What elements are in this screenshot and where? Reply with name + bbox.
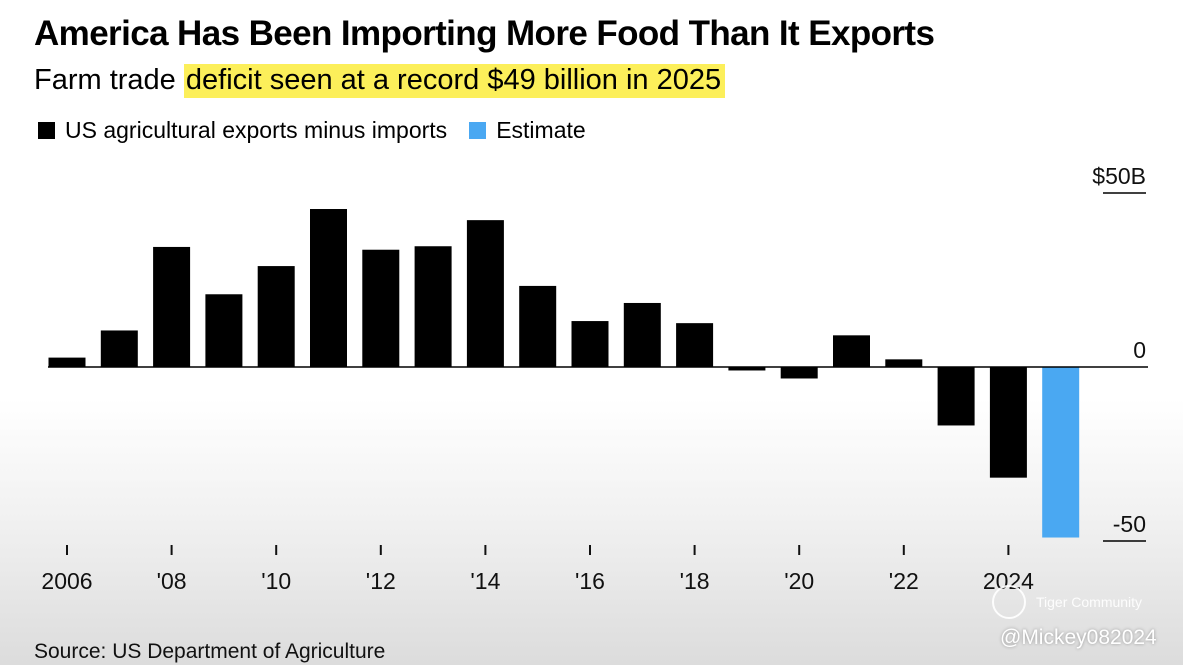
community-watermark: Tiger Community — [992, 585, 1142, 619]
bar-2025 — [1042, 367, 1080, 538]
tiger-logo-icon — [992, 585, 1026, 619]
x-tick-label-2014: '14 — [470, 568, 500, 594]
legend-label-estimate: Estimate — [496, 117, 586, 143]
bar-2007 — [100, 330, 138, 367]
bar-2015 — [519, 285, 557, 367]
x-tick-label-2018: '18 — [680, 568, 710, 594]
bar-2012 — [362, 249, 400, 367]
y-tick-label--50: -50 — [1113, 511, 1146, 537]
legend-item-estimate: Estimate — [469, 117, 586, 144]
bar-2023 — [937, 367, 975, 426]
x-tick-label-2012: '12 — [366, 568, 396, 594]
chart-title: America Has Been Importing More Food Tha… — [34, 14, 935, 53]
handle-watermark: @Mickey082024 — [1000, 626, 1157, 649]
x-tick-label-2020: '20 — [784, 568, 814, 594]
bar-2019 — [728, 367, 766, 371]
bar-2022 — [885, 359, 923, 367]
bar-2017 — [623, 302, 661, 367]
x-tick-label-2010: '10 — [261, 568, 291, 594]
subtitle-highlight: deficit seen at a record $49 billion in … — [183, 64, 726, 98]
bar-2010 — [257, 266, 295, 367]
chart-subtitle: Farm trade deficit seen at a record $49 … — [34, 64, 726, 98]
legend: US agricultural exports minus imports Es… — [38, 117, 608, 144]
x-tick-label-2008: '08 — [157, 568, 187, 594]
subtitle-plain: Farm trade — [34, 64, 184, 96]
community-watermark-text: Tiger Community — [1036, 594, 1143, 610]
bar-2021 — [833, 335, 870, 367]
legend-item-actual: US agricultural exports minus imports — [38, 117, 447, 144]
bar-2014 — [466, 220, 504, 367]
y-tick-label-50: $50B — [1092, 163, 1146, 189]
bar-2020 — [780, 367, 818, 379]
legend-swatch-estimate — [469, 122, 487, 139]
bar-2016 — [571, 321, 609, 367]
source-note: Source: US Department of Agriculture — [34, 640, 386, 663]
x-tick-label-2022: '22 — [889, 568, 919, 594]
bar-2018 — [676, 323, 714, 367]
bar-2011 — [310, 209, 347, 367]
x-tick-label-2016: '16 — [575, 568, 605, 594]
x-tick-label-2006: 2006 — [41, 568, 92, 594]
bar-2006 — [48, 357, 86, 367]
legend-swatch-actual — [38, 122, 55, 139]
legend-label-actual: US agricultural exports minus imports — [65, 117, 448, 143]
bar-2009 — [205, 294, 243, 367]
y-tick-label-0: 0 — [1133, 337, 1146, 363]
bar-2024 — [989, 367, 1027, 478]
bar-2013 — [414, 246, 452, 367]
bar-2008 — [153, 246, 191, 367]
